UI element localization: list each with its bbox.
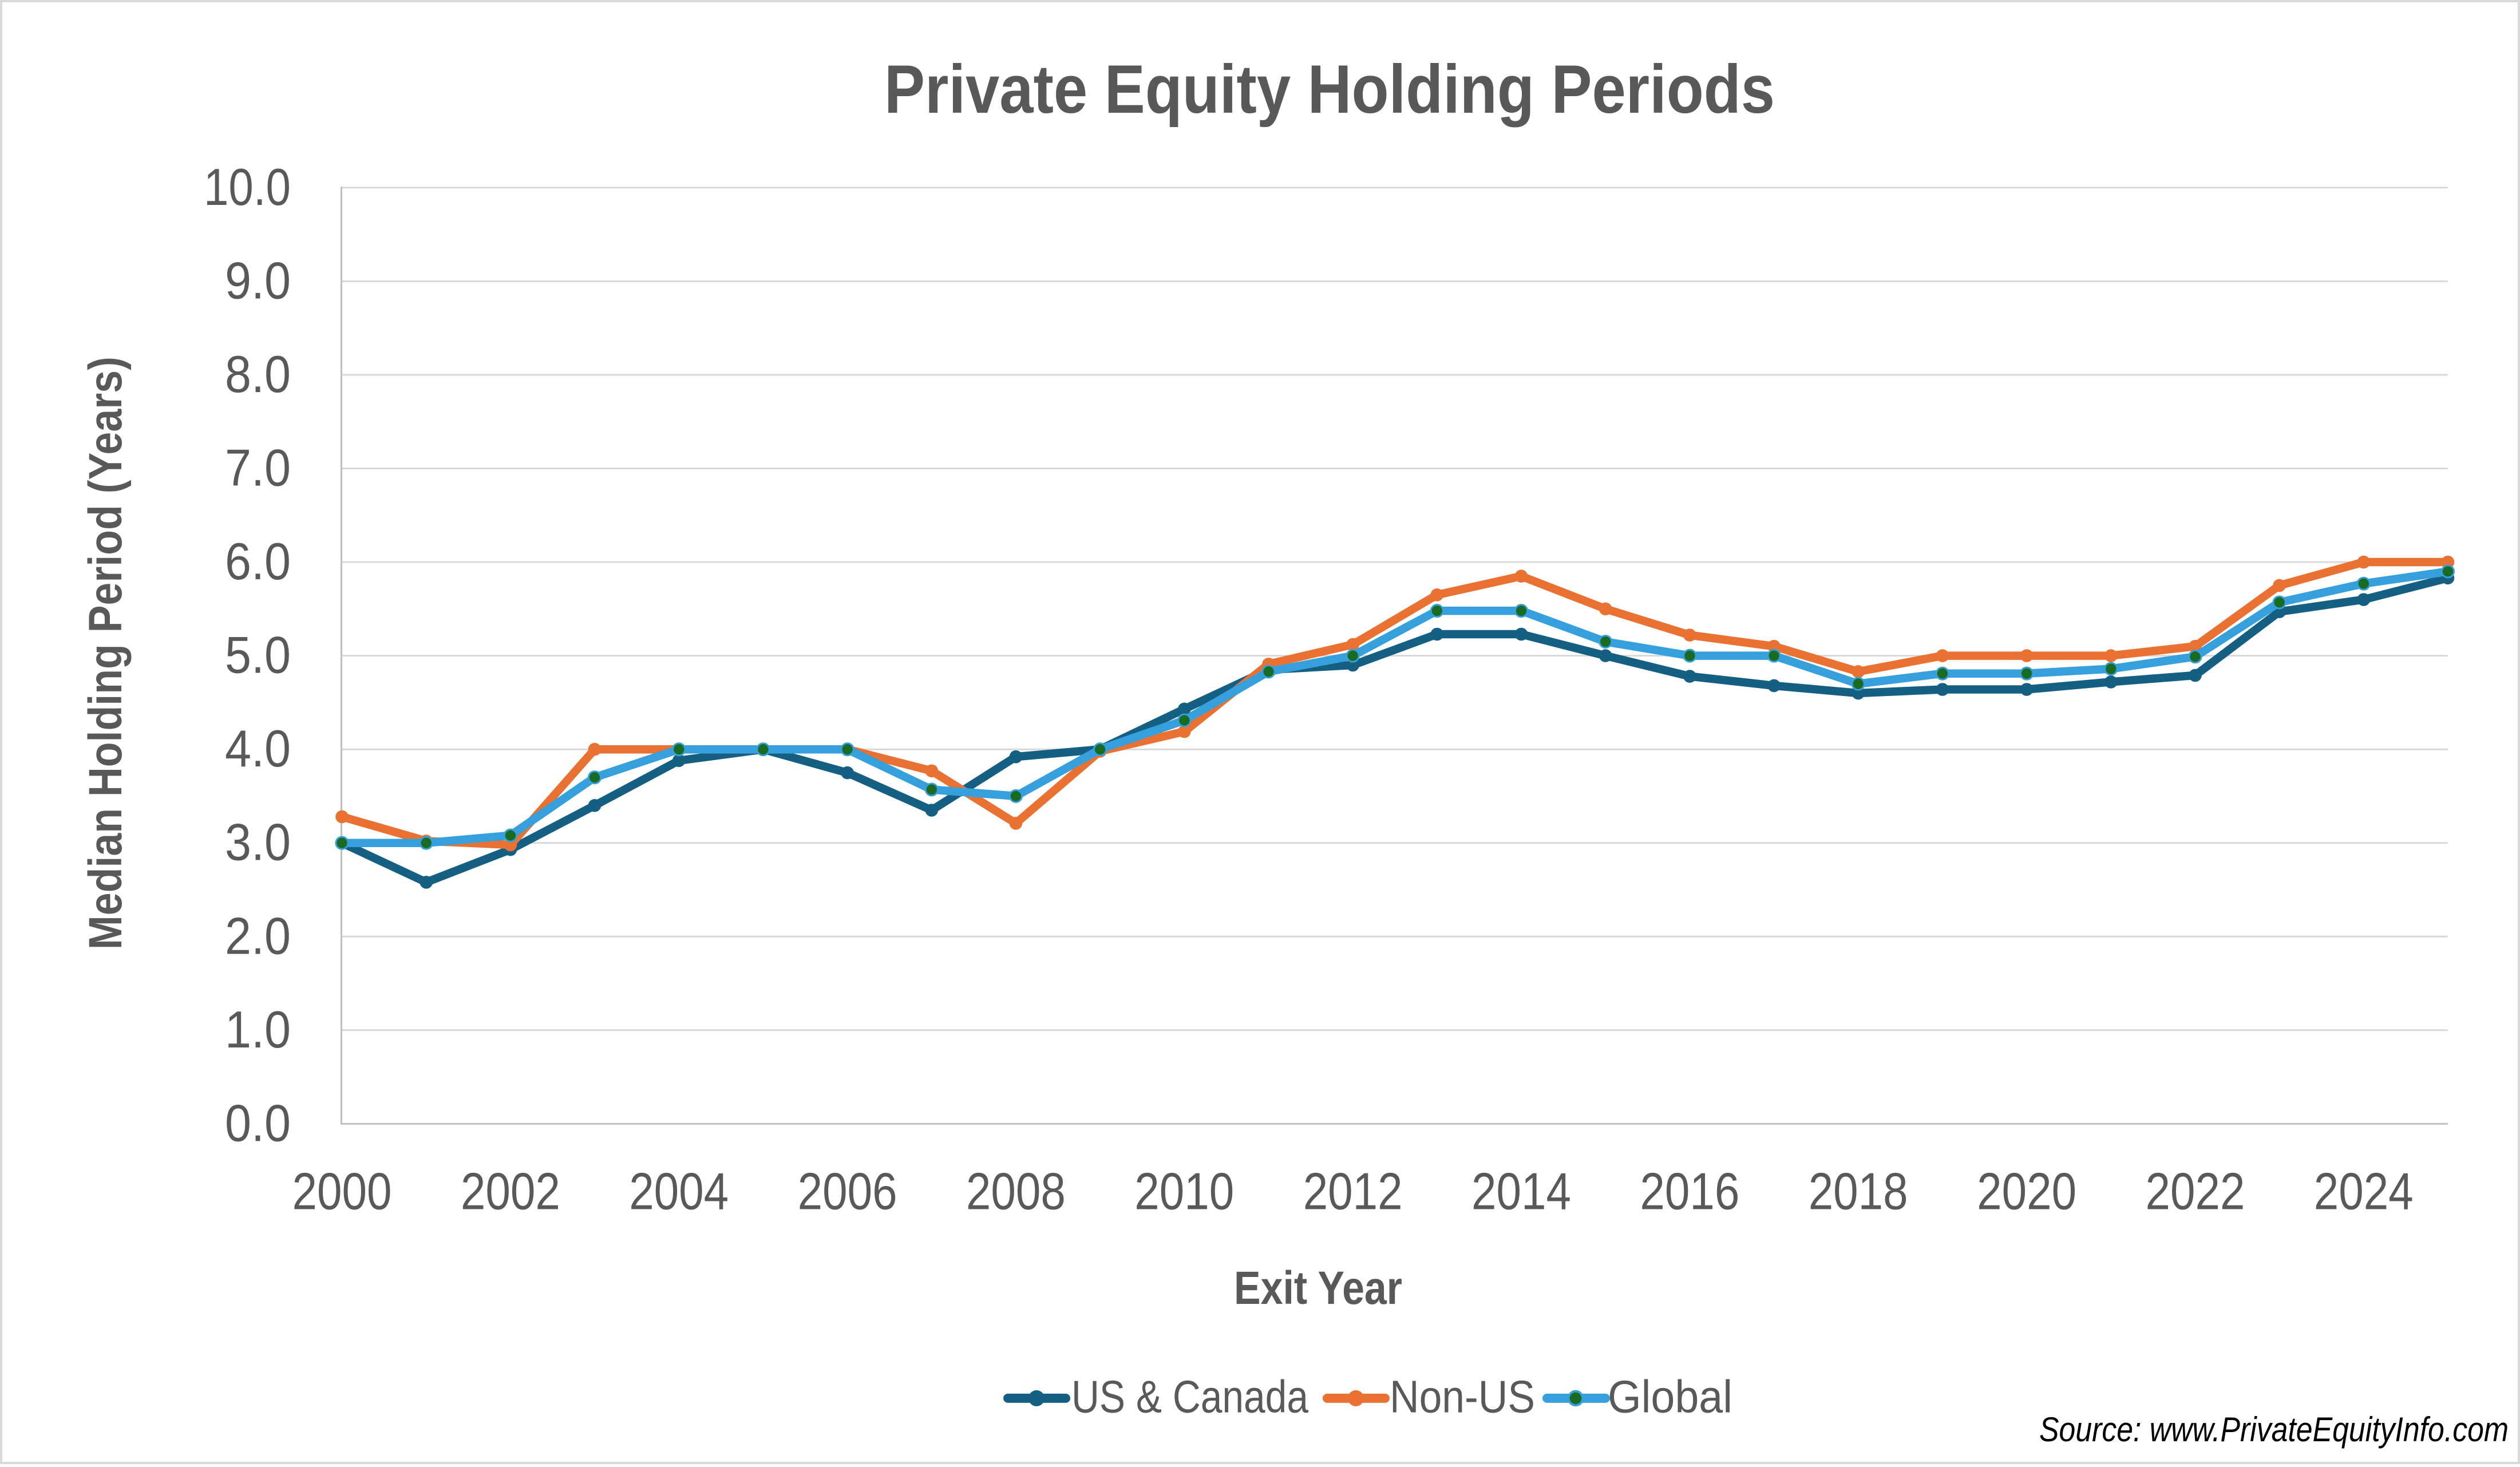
svg-text:2010: 2010 (1134, 1163, 1234, 1221)
svg-text:7.0: 7.0 (225, 440, 291, 497)
svg-text:Exit Year: Exit Year (1234, 1262, 1402, 1314)
svg-text:2004: 2004 (629, 1163, 729, 1221)
svg-text:2006: 2006 (798, 1163, 897, 1221)
svg-text:2016: 2016 (1640, 1163, 1739, 1221)
svg-text:5.0: 5.0 (225, 627, 291, 685)
svg-text:2024: 2024 (2314, 1163, 2414, 1221)
svg-text:9.0: 9.0 (225, 252, 291, 310)
svg-text:2018: 2018 (1809, 1163, 1908, 1221)
svg-text:2012: 2012 (1303, 1163, 1403, 1221)
svg-text:Source: www.PrivateEquityInfo.: Source: www.PrivateEquityInfo.com (2039, 1410, 2509, 1449)
svg-text:6.0: 6.0 (225, 533, 291, 591)
svg-text:1.0: 1.0 (225, 1001, 291, 1059)
svg-text:2022: 2022 (2146, 1163, 2245, 1221)
svg-text:2014: 2014 (1471, 1163, 1571, 1221)
svg-text:Median Holding Period (Years): Median Holding Period (Years) (80, 357, 132, 950)
svg-text:3.0: 3.0 (225, 814, 291, 872)
svg-text:10.0: 10.0 (204, 159, 291, 216)
svg-text:2000: 2000 (292, 1163, 392, 1221)
svg-text:2008: 2008 (966, 1163, 1066, 1221)
svg-text:2.0: 2.0 (225, 907, 291, 965)
svg-text:2020: 2020 (1977, 1163, 2076, 1221)
svg-text:Global: Global (1608, 1371, 1732, 1422)
svg-text:Private Equity Holding Periods: Private Equity Holding Periods (884, 51, 1775, 128)
svg-text:8.0: 8.0 (225, 346, 291, 404)
svg-text:US & Canada: US & Canada (1071, 1371, 1308, 1422)
svg-text:0.0: 0.0 (225, 1094, 291, 1152)
svg-text:Non-US: Non-US (1390, 1371, 1535, 1422)
svg-text:2002: 2002 (461, 1163, 560, 1221)
svg-text:4.0: 4.0 (225, 720, 291, 778)
